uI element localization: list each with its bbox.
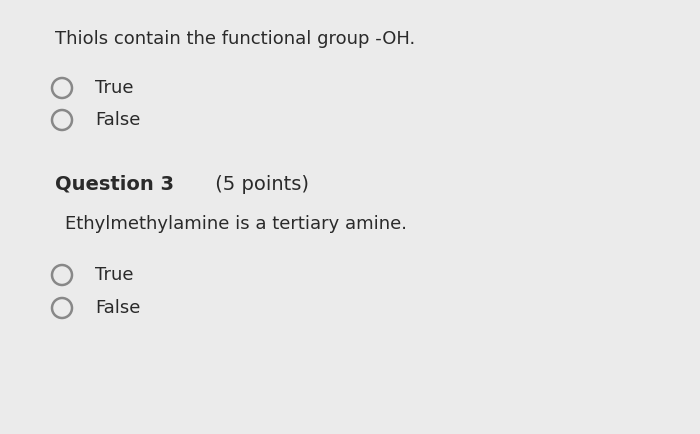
Text: Question 3: Question 3 xyxy=(55,175,174,194)
Text: False: False xyxy=(95,111,141,129)
Text: (5 points): (5 points) xyxy=(209,175,309,194)
Text: False: False xyxy=(95,299,141,317)
Text: True: True xyxy=(95,266,134,284)
Text: Thiols contain the functional group -OH.: Thiols contain the functional group -OH. xyxy=(55,30,415,48)
Text: True: True xyxy=(95,79,134,97)
Text: Ethylmethylamine is a tertiary amine.: Ethylmethylamine is a tertiary amine. xyxy=(65,215,407,233)
